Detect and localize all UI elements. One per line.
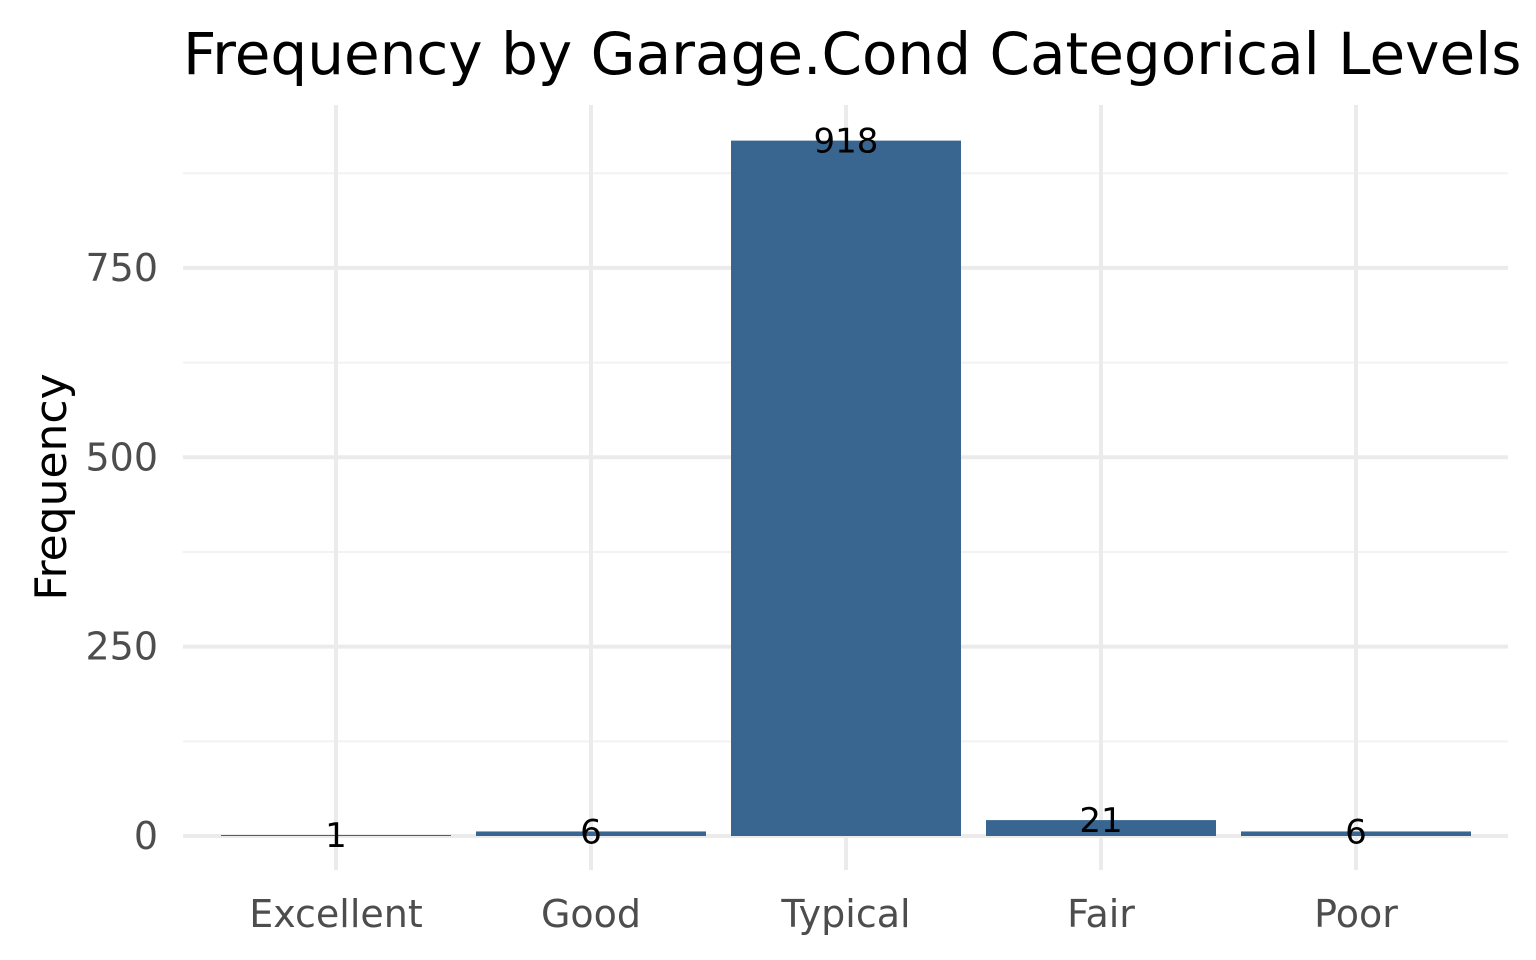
x-tick-label: Poor xyxy=(1314,892,1398,936)
data-label: 6 xyxy=(1345,812,1367,852)
data-label: 21 xyxy=(1079,801,1122,841)
y-tick-label: 500 xyxy=(85,435,158,479)
bars xyxy=(221,140,1471,837)
y-tick-label: 750 xyxy=(85,246,158,290)
x-tick-label: Good xyxy=(541,892,641,936)
x-tick-label: Typical xyxy=(780,892,910,936)
y-axis-ticks: 0 250 500 750 xyxy=(85,246,158,858)
y-tick-label: 0 xyxy=(134,814,158,858)
y-tick-label: 250 xyxy=(85,625,158,669)
bar-good xyxy=(476,831,706,836)
data-label: 6 xyxy=(580,812,602,852)
x-axis-ticks: Excellent Good Typical Fair Poor xyxy=(249,892,1398,936)
data-label: 1 xyxy=(325,816,347,856)
x-tick-label: Fair xyxy=(1067,892,1135,936)
data-labels: 1 6 918 21 6 xyxy=(325,122,1367,857)
data-label: 918 xyxy=(814,122,879,162)
x-tick-label: Excellent xyxy=(249,892,423,936)
chart-title: Frequency by Garage.Cond Categorical Lev… xyxy=(183,20,1521,88)
bar-excellent xyxy=(221,835,451,836)
bar-typical xyxy=(731,140,961,837)
bar-fair xyxy=(986,820,1216,836)
y-axis-title: Frequency xyxy=(26,373,77,600)
bar-poor xyxy=(1241,831,1471,836)
